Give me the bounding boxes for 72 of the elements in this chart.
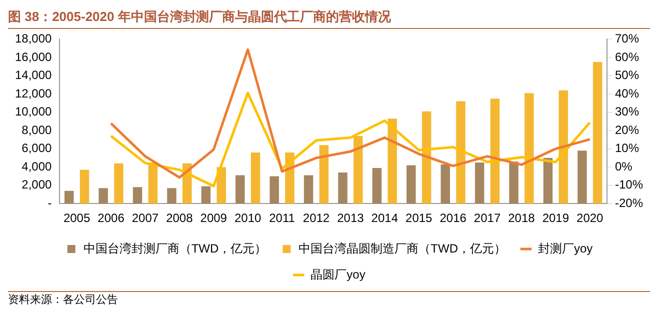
y2-tick-label: 0% bbox=[614, 159, 633, 174]
y-tick-label: 18,000 bbox=[15, 32, 52, 46]
x-tick-label: 2006 bbox=[98, 211, 125, 226]
bar bbox=[543, 158, 553, 204]
y-tick-label: 4,000 bbox=[22, 159, 52, 174]
bar bbox=[440, 164, 450, 204]
x-tick-label: 2020 bbox=[576, 211, 604, 226]
bar bbox=[167, 188, 176, 204]
bar bbox=[592, 62, 602, 204]
bar bbox=[388, 118, 397, 204]
y-tick-label: 10,000 bbox=[15, 104, 52, 119]
y-tick-label: 2,000 bbox=[22, 178, 52, 192]
bar bbox=[490, 98, 500, 204]
x-tick-label: 2016 bbox=[440, 211, 467, 226]
bar bbox=[524, 93, 534, 204]
y2-tick-label: 70% bbox=[614, 32, 640, 46]
x-tick-label: 2008 bbox=[166, 211, 194, 226]
legend-label: 中国台湾封测厂商（TWD，亿元） bbox=[83, 241, 267, 256]
x-tick-label: 2007 bbox=[132, 211, 159, 226]
bar bbox=[98, 188, 108, 204]
bar bbox=[270, 176, 279, 204]
text: 资料来源：各公司公告 bbox=[8, 292, 650, 307]
bar bbox=[236, 175, 245, 204]
bar bbox=[64, 190, 74, 204]
x-tick-label: 2010 bbox=[234, 211, 262, 226]
x-tick-label: 2017 bbox=[474, 211, 501, 226]
bar bbox=[201, 186, 211, 204]
y-tick-label: 16,000 bbox=[15, 50, 52, 64]
chart-title: 图 38：2005-2020 年中国台湾封测厂商与晶圆代工厂商的营收情况 bbox=[8, 8, 650, 29]
bar bbox=[338, 172, 348, 204]
y2-tick-label: 40% bbox=[614, 86, 640, 100]
bar bbox=[456, 101, 466, 204]
y-tick-label: - bbox=[48, 196, 52, 210]
y2-tick-label: -20% bbox=[614, 196, 644, 210]
y2-tick-label: -10% bbox=[614, 178, 644, 192]
bar bbox=[474, 162, 484, 204]
y-tick-label: 12,000 bbox=[15, 86, 52, 100]
legend-label: 晶圆厂yoy bbox=[310, 267, 366, 282]
y2-tick-label: 30% bbox=[614, 104, 640, 119]
y-tick-label: 6,000 bbox=[22, 141, 52, 156]
bar bbox=[304, 175, 314, 204]
x-tick-label: 2015 bbox=[406, 211, 433, 226]
y2-tick-label: 10% bbox=[614, 141, 640, 156]
bar bbox=[148, 162, 158, 204]
bar bbox=[319, 145, 329, 204]
bar bbox=[558, 90, 568, 204]
x-tick-label: 2013 bbox=[337, 211, 364, 226]
bar bbox=[578, 150, 587, 204]
x-tick-label: 2011 bbox=[269, 211, 296, 226]
y-tick-label: 14,000 bbox=[15, 68, 52, 82]
bar bbox=[354, 136, 363, 204]
bar bbox=[422, 111, 432, 204]
y2-tick-label: 60% bbox=[614, 50, 640, 64]
legend-label: 中国台湾晶圆制造厂商（TWD，亿元） bbox=[298, 241, 506, 256]
bar bbox=[406, 165, 416, 204]
bar bbox=[114, 163, 124, 204]
bar bbox=[509, 162, 518, 204]
y2-tick-label: 50% bbox=[614, 68, 640, 82]
x-tick-label: 2014 bbox=[371, 211, 398, 226]
x-tick-label: 2012 bbox=[302, 211, 330, 226]
bar bbox=[132, 187, 142, 204]
x-tick-label: 2019 bbox=[542, 211, 570, 226]
y-tick-label: 8,000 bbox=[22, 122, 52, 137]
x-tick-label: 2005 bbox=[63, 211, 90, 226]
legend-label: 封测厂yoy bbox=[538, 241, 593, 256]
bar bbox=[250, 152, 260, 204]
y2-tick-label: 20% bbox=[614, 122, 640, 137]
x-tick-label: 2018 bbox=[508, 211, 536, 226]
bar bbox=[216, 167, 226, 204]
bar bbox=[372, 168, 382, 204]
x-tick-label: 2009 bbox=[200, 211, 228, 226]
bar bbox=[80, 170, 90, 204]
